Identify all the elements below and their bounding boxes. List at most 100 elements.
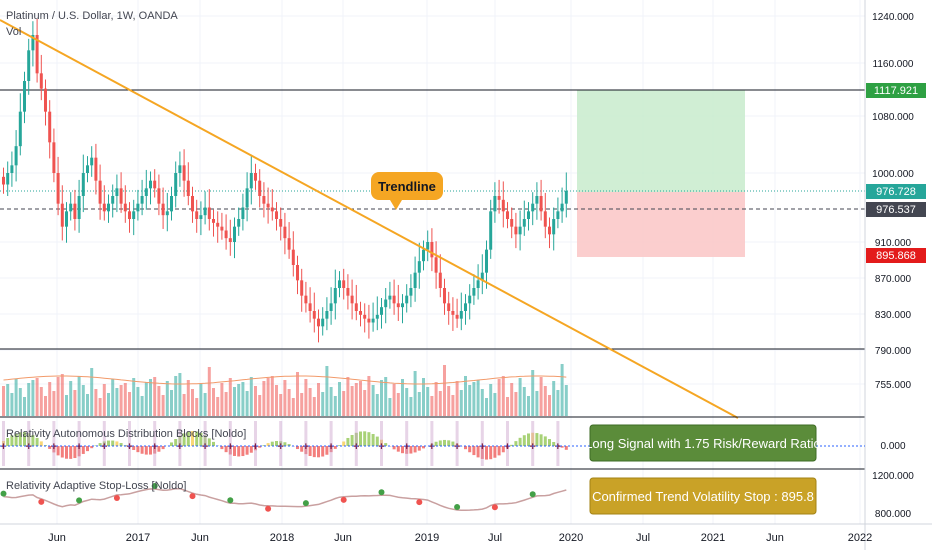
signal-cross-marker: + <box>529 441 535 453</box>
candle-body <box>191 196 194 211</box>
volume-bar <box>61 374 64 416</box>
volume-bar <box>342 391 345 416</box>
indicator1-tick-label: 0.000 <box>880 441 905 452</box>
candle-body <box>460 311 463 319</box>
volume-bar <box>2 386 5 416</box>
signal-cross-marker: + <box>151 441 157 453</box>
time-tick-label: 2022 <box>848 532 872 544</box>
volume-bar <box>220 383 223 416</box>
distribution-block <box>359 432 362 446</box>
volume-bar <box>246 391 249 416</box>
volume-bar <box>502 376 505 416</box>
stop-dot <box>303 500 309 506</box>
candle-body <box>271 208 274 212</box>
candle-body <box>288 238 291 250</box>
candle-body <box>439 273 442 288</box>
trendline-callout[interactable]: Trendline <box>371 172 443 210</box>
distribution-block <box>115 441 118 446</box>
candle-body <box>86 165 89 173</box>
candle-body <box>27 50 30 81</box>
volume-bar <box>456 381 459 416</box>
volume-bar <box>556 390 559 416</box>
distribution-block <box>493 446 496 458</box>
volume-bar <box>472 382 475 416</box>
signal-cross-marker: + <box>177 441 183 453</box>
signal-cross-marker: + <box>76 441 82 453</box>
target-zone[interactable] <box>577 90 745 192</box>
candle-body <box>531 204 534 212</box>
trend-stop-box[interactable]: Confirmed Trend Volatility Stop : 895.8 <box>590 478 816 514</box>
candle-body <box>258 181 261 196</box>
candle-body <box>464 303 467 311</box>
volume-bar <box>401 379 404 416</box>
volume-bar <box>99 398 102 416</box>
candle-body <box>267 204 270 208</box>
volume-bar <box>199 384 202 416</box>
candle-body <box>216 223 219 227</box>
candle-body <box>506 211 509 219</box>
volume-bar <box>527 396 530 416</box>
candle-body <box>519 227 522 235</box>
candle-body <box>351 296 354 304</box>
volume-bar <box>174 376 177 416</box>
volume-bar <box>283 380 286 416</box>
long-signal-box[interactable]: Long Signal with 1.75 Risk/Reward Ratio <box>585 425 821 461</box>
volume-bar <box>136 387 139 416</box>
stop-dot <box>379 489 385 495</box>
candle-body <box>296 265 299 280</box>
volume-bar <box>519 378 522 416</box>
volume-bar <box>535 391 538 416</box>
candle-body <box>342 280 345 288</box>
volume-bar <box>498 379 501 416</box>
signal-cross-marker: + <box>454 441 460 453</box>
volume-bar <box>65 395 68 416</box>
stop-zone[interactable] <box>577 192 745 257</box>
symbol-title: Platinum / U.S. Dollar, 1W, OANDA <box>6 10 178 22</box>
candle-body <box>65 211 68 226</box>
candle-body <box>418 261 421 273</box>
stop-dot <box>114 495 120 501</box>
volume-bar <box>489 384 492 416</box>
candle-body <box>170 196 173 211</box>
distribution-block <box>472 446 475 455</box>
volume-bar <box>544 386 547 416</box>
volume-bar <box>418 392 421 416</box>
distribution-block <box>447 440 450 446</box>
candle-body <box>489 211 492 249</box>
volume-bar <box>334 396 337 416</box>
distribution-block <box>82 446 85 454</box>
volume-bar <box>355 383 358 416</box>
price-tick-label: 870.000 <box>875 274 912 285</box>
volume-bar <box>149 379 152 416</box>
candle-body <box>195 211 198 219</box>
stop-dot <box>265 506 271 512</box>
candle-body <box>149 181 152 189</box>
stop-dot <box>492 504 498 510</box>
candle-body <box>502 200 505 212</box>
candle-body <box>199 215 202 219</box>
volume-bar <box>267 378 270 416</box>
volume-bar <box>443 365 446 416</box>
time-tick-label: 2018 <box>270 532 294 544</box>
volume-bar <box>426 387 429 416</box>
candle-body <box>561 204 564 212</box>
volume-bar <box>430 396 433 416</box>
volume-bar <box>439 391 442 416</box>
candle-body <box>493 196 496 211</box>
signal-cross-marker: + <box>252 441 258 453</box>
time-tick-label: 2019 <box>415 532 439 544</box>
volume-bar <box>548 395 551 416</box>
candle-body <box>115 188 118 196</box>
volume-bar <box>414 371 417 416</box>
price-tick-label: 1080.000 <box>872 112 914 123</box>
candle-body <box>422 250 425 262</box>
stop-dot <box>454 504 460 510</box>
volume-bar <box>363 390 366 416</box>
volume-bar <box>31 380 34 416</box>
volume-bar <box>292 398 295 416</box>
stop-dot <box>530 491 536 497</box>
distribution-block <box>86 446 89 451</box>
